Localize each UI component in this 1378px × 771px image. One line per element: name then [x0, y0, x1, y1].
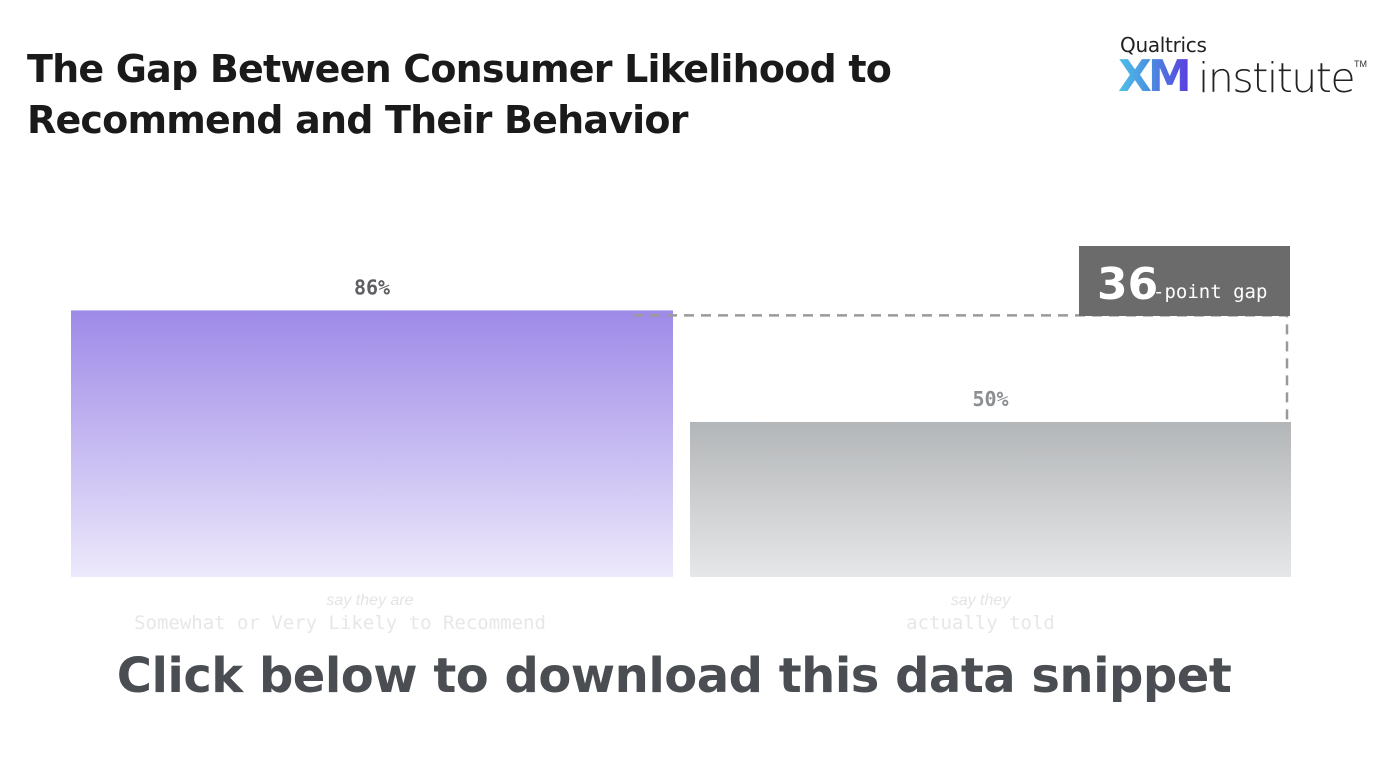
value-label-0: 86% [354, 275, 390, 299]
gap-annotation-text: -point gap [1153, 281, 1267, 303]
category-label-0-line-2: Somewhat or Very Likely to Recommend [134, 612, 546, 634]
gap-annotation-box [1079, 246, 1290, 316]
logo-xm-text: XM [1118, 51, 1192, 102]
category-label-0-line-1: say they are [326, 592, 413, 609]
bar-chart: 86% say they are Somewhat or Very Likely t… [71, 246, 1291, 634]
bar-1 [690, 422, 1291, 577]
gap-annotation-number: 36 [1097, 259, 1158, 310]
qualtrics-xm-institute-logo: Qualtrics XM institute TM [1118, 33, 1368, 103]
category-label-1-line-2: actually told [906, 612, 1055, 634]
logo-trademark: TM [1354, 59, 1367, 69]
bar-0 [71, 310, 673, 577]
download-call-to-action[interactable]: Click below to download this data snippe… [116, 648, 1232, 704]
gap-connector-line [633, 314, 1289, 422]
logo-qualtrics-text: Qualtrics [1120, 33, 1207, 57]
category-label-1-line-1: say they [951, 592, 1012, 609]
value-label-1: 50% [972, 387, 1008, 411]
chart-title: The Gap Between Consumer Likelihood to R… [27, 47, 892, 142]
logo-institute-text: institute [1198, 54, 1356, 102]
